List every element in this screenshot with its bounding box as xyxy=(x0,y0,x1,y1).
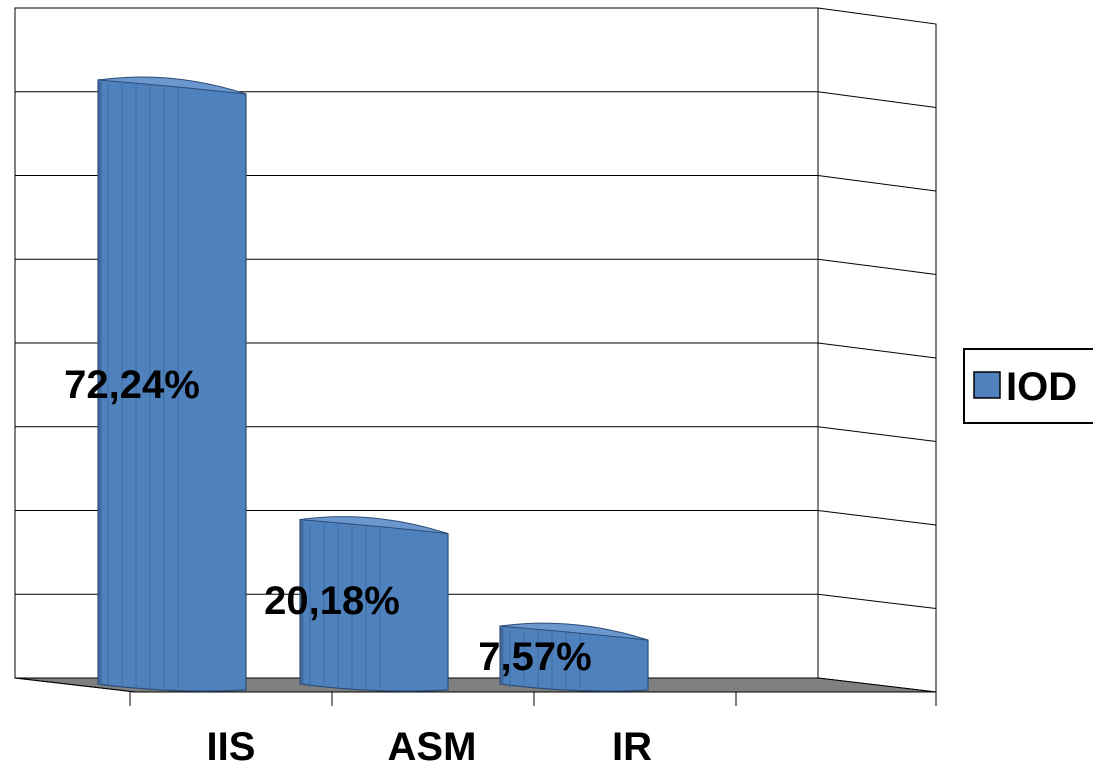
x-tick-label: ASM xyxy=(388,725,477,764)
chart-category-axis: IIS ASM IR xyxy=(207,725,653,769)
x-tick-label: IIS xyxy=(207,725,256,764)
legend-swatch xyxy=(973,371,1001,399)
bar xyxy=(499,622,649,692)
legend-label: IOD xyxy=(1006,365,1077,409)
chart-data-labels: 72,24% 20,18% 7,57% xyxy=(64,363,592,679)
x-tick-label: IR xyxy=(612,725,652,764)
gridline-side xyxy=(817,510,937,526)
gridline-side xyxy=(817,175,937,192)
gridline-side xyxy=(817,258,937,275)
bar-top xyxy=(97,76,247,95)
bar xyxy=(299,516,449,692)
data-label: 7,57% xyxy=(478,635,591,679)
gridline-side xyxy=(817,426,937,442)
bar-top xyxy=(299,516,449,535)
chart-bars xyxy=(97,76,649,692)
bar xyxy=(97,76,247,692)
chart-legend: IOD xyxy=(963,348,1093,424)
bar-top xyxy=(499,622,649,641)
data-label: 72,24% xyxy=(64,363,200,407)
gridline-side xyxy=(817,342,937,359)
floor-edge xyxy=(14,677,136,693)
data-label: 20,18% xyxy=(264,579,400,623)
gridline-side xyxy=(817,91,937,108)
gridline-side xyxy=(817,593,937,609)
